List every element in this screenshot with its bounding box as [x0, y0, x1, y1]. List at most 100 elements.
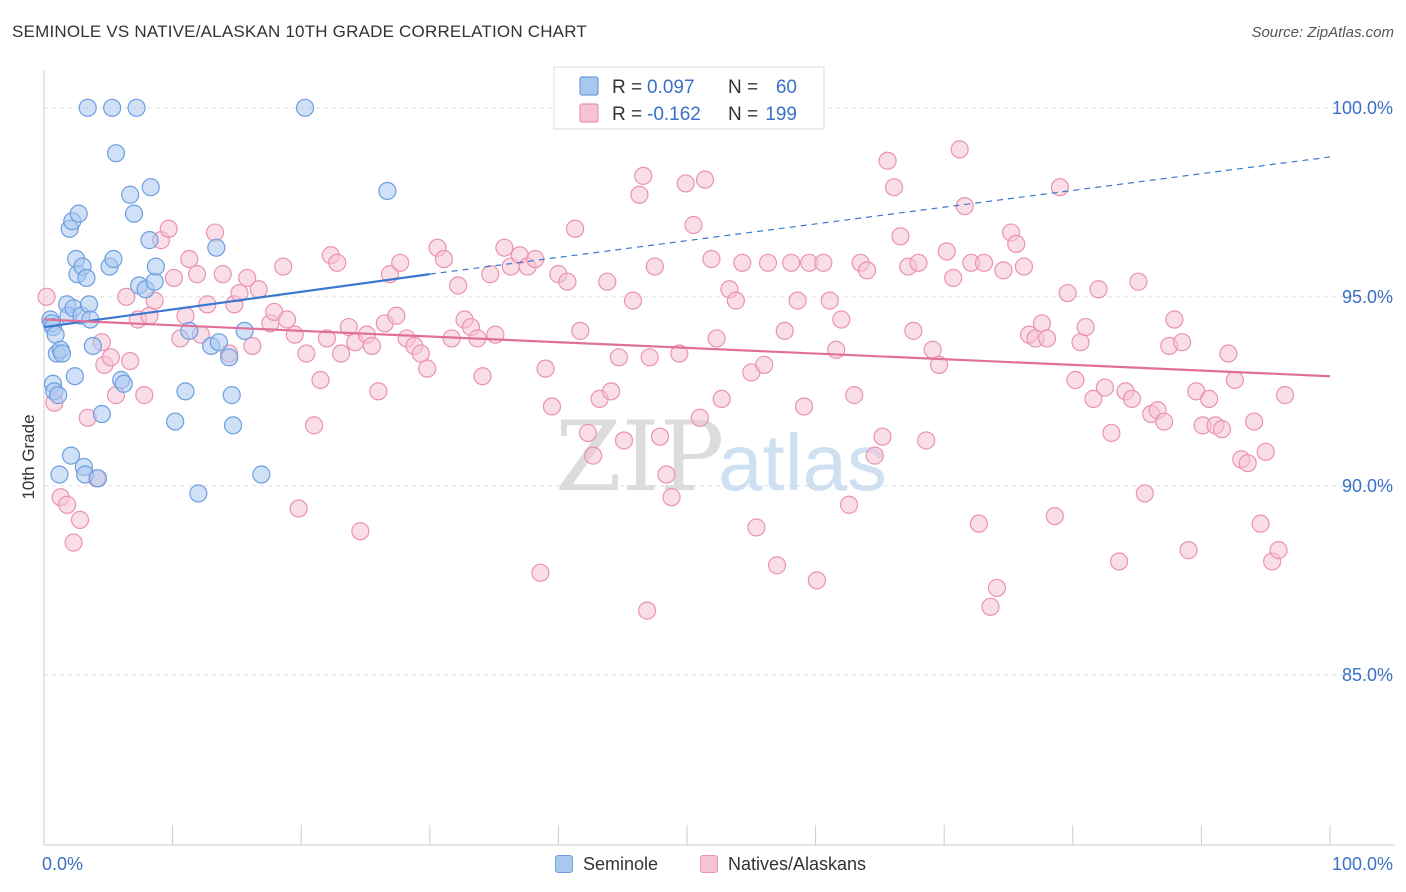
- seminole-point: [69, 204, 88, 223]
- seminole-point: [176, 382, 195, 401]
- natives-point: [1032, 314, 1052, 333]
- natives-point: [176, 306, 195, 325]
- natives-point: [117, 287, 136, 306]
- natives-point: [994, 261, 1013, 280]
- natives-point: [411, 344, 430, 363]
- x-tick-label: 100.0%: [1332, 854, 1393, 874]
- legend-r-label: R =: [612, 77, 642, 98]
- seminole-point: [140, 231, 159, 250]
- seminole-point: [207, 238, 226, 257]
- source-label: Source: ZipAtlas.com: [1251, 24, 1394, 41]
- natives-point: [614, 431, 634, 450]
- natives-point: [609, 348, 628, 367]
- natives-point: [630, 185, 649, 204]
- natives-point: [657, 465, 676, 484]
- seminole-point: [104, 249, 123, 269]
- natives-point: [634, 166, 653, 185]
- natives-point: [767, 556, 787, 575]
- natives-point: [243, 336, 262, 356]
- legend-label-natives: Natives/Alaskans: [728, 853, 867, 874]
- seminole-point: [222, 386, 241, 405]
- natives-point: [536, 359, 555, 378]
- y-tick-label: 100.0%: [1332, 98, 1393, 118]
- seminole-point: [50, 465, 69, 484]
- natives-point: [645, 257, 664, 276]
- natives-point: [1275, 386, 1295, 405]
- natives-point: [695, 170, 715, 189]
- natives-point: [712, 389, 731, 409]
- natives-point: [448, 276, 468, 295]
- natives-point: [1165, 310, 1184, 329]
- seminole-point: [78, 98, 97, 117]
- natives-point: [339, 317, 358, 337]
- natives-trend-line: [43, 318, 1331, 378]
- axes: [43, 70, 1395, 846]
- natives-point: [473, 367, 492, 386]
- natives-point: [1089, 280, 1108, 299]
- natives-point: [164, 268, 183, 288]
- natives-point: [640, 348, 659, 367]
- natives-point: [542, 397, 562, 416]
- natives-point: [481, 265, 500, 284]
- natives-point: [1102, 423, 1121, 443]
- natives-point: [873, 427, 892, 446]
- natives-point: [297, 344, 316, 363]
- natives-point: [1238, 454, 1257, 473]
- trend-lines: [43, 156, 1331, 378]
- natives-point: [702, 249, 721, 269]
- natives-point: [865, 446, 884, 465]
- watermark: ZIP atlas: [555, 401, 887, 513]
- natives-point: [794, 397, 814, 416]
- legend-r-value: -0.162: [647, 104, 701, 125]
- natives-point: [690, 408, 709, 427]
- natives-point: [670, 344, 689, 363]
- natives-point: [37, 287, 56, 306]
- natives-point: [1058, 283, 1077, 303]
- natives-point: [285, 325, 304, 344]
- natives-point: [277, 310, 297, 329]
- natives-point: [598, 272, 617, 291]
- natives-point: [747, 518, 766, 537]
- natives-point: [1037, 329, 1057, 348]
- natives-point: [981, 597, 1000, 616]
- seminole-point: [220, 348, 239, 367]
- natives-point: [121, 351, 140, 371]
- natives-point: [495, 238, 514, 257]
- natives-point: [531, 563, 550, 582]
- natives-point: [1014, 257, 1034, 276]
- natives-point: [434, 249, 454, 269]
- natives-point: [832, 310, 851, 329]
- seminole-point: [88, 469, 108, 488]
- x-tick-label: 0.0%: [42, 854, 83, 874]
- seminole-point: [79, 295, 99, 314]
- seminole-point: [92, 404, 111, 424]
- natives-point: [733, 253, 752, 272]
- y-tick-label: 85.0%: [1342, 665, 1393, 685]
- seminole-trend-line: [43, 273, 430, 329]
- natives-point: [391, 253, 410, 272]
- natives-point: [987, 578, 1007, 598]
- seminole-point: [103, 98, 122, 117]
- legend-top: R = 0.097 N = 60 R = -0.162 N = 199: [553, 66, 825, 130]
- legend-n-label: N =: [728, 77, 758, 98]
- legend-r-label: R =: [612, 104, 642, 125]
- natives-point: [1212, 420, 1232, 439]
- natives-point: [623, 291, 643, 310]
- natives-point: [969, 514, 989, 533]
- seminole-point: [295, 98, 315, 117]
- seminole-point: [145, 272, 164, 291]
- natives-point: [782, 253, 801, 272]
- natives-point: [140, 306, 159, 325]
- natives-point: [387, 306, 406, 325]
- natives-point: [1109, 552, 1129, 571]
- natives-point: [1225, 370, 1244, 390]
- natives-point: [1129, 272, 1148, 291]
- seminole-point: [378, 181, 397, 201]
- natives-point: [707, 329, 726, 348]
- natives-point: [101, 348, 120, 367]
- natives-point: [891, 227, 910, 246]
- natives-point: [369, 382, 388, 401]
- natives-point: [1084, 389, 1103, 409]
- natives-point: [311, 370, 330, 390]
